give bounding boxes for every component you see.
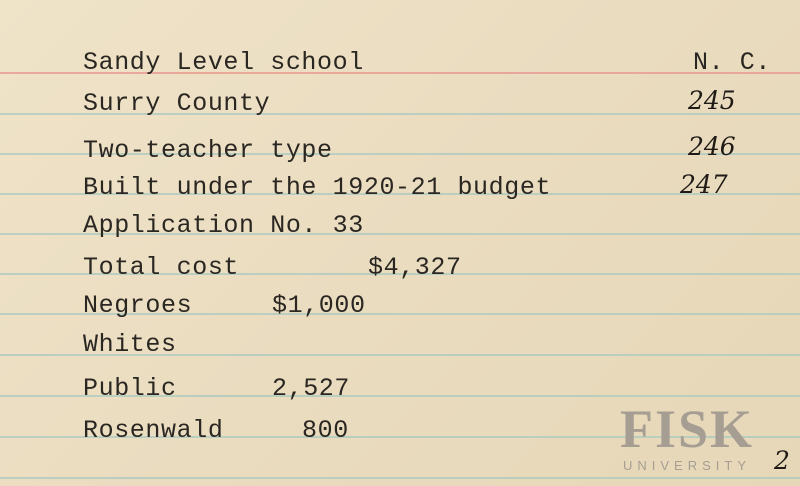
blue-rule (0, 153, 800, 155)
total-cost-value: $4,327 (368, 253, 462, 282)
blue-rule (0, 436, 800, 438)
negroes-label: Negroes (83, 291, 193, 320)
blue-rule (0, 193, 800, 195)
school-name: Sandy Level school (83, 48, 364, 77)
county: Surry County (83, 89, 271, 118)
blue-rule (0, 273, 800, 275)
handwritten-number: 247 (680, 170, 728, 199)
public-value: 2,527 (272, 374, 351, 403)
watermark-subtitle: UNIVERSITY (622, 458, 751, 473)
negroes-value: $1,000 (272, 291, 366, 320)
budget-line: Built under the 1920-21 budget (83, 173, 552, 202)
blue-rule (0, 477, 800, 479)
rosenwald-value: 800 (302, 416, 349, 445)
fisk-university-watermark: FISK UNIVERSITY (612, 402, 762, 473)
handwritten-number: 245 (688, 86, 736, 115)
blue-rule (0, 313, 800, 315)
total-cost-label: Total cost (83, 253, 240, 282)
corner-mark: 2 (774, 446, 790, 475)
blue-rule (0, 233, 800, 235)
handwritten-number: 246 (688, 132, 736, 161)
watermark-title: FISK (619, 399, 755, 459)
school-type: Two-teacher type (83, 136, 333, 165)
red-rule (0, 72, 800, 74)
application-number: Application No. 33 (83, 211, 364, 240)
rosenwald-label: Rosenwald (83, 416, 224, 445)
state: N. C. (693, 48, 772, 77)
blue-rule (0, 354, 800, 356)
blue-rule (0, 395, 800, 397)
public-label: Public (83, 374, 177, 403)
whites-label: Whites (83, 330, 177, 359)
blue-rule (0, 113, 800, 115)
